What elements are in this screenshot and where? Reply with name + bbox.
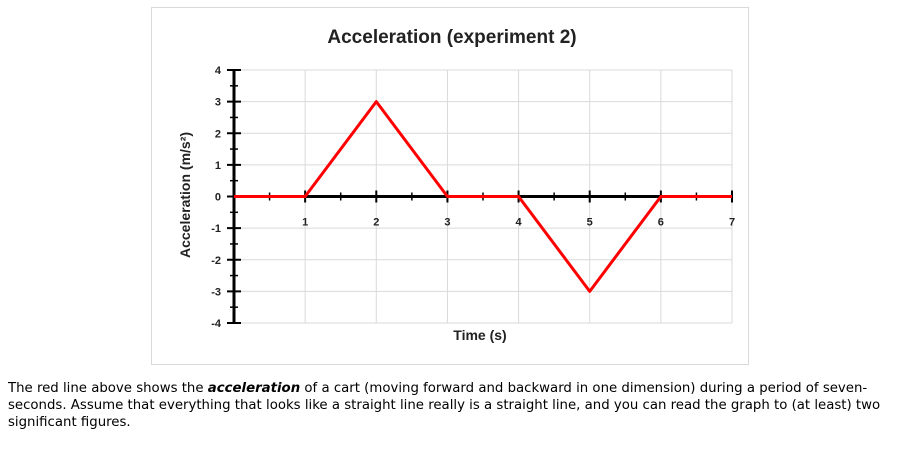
- tick-labels: 4 3 2 1 0 -1 -2 -3 -4 1 2 3 4 5 6 7: [211, 65, 735, 330]
- caption-before: The red line above shows the: [8, 381, 208, 396]
- y-tick-label: 2: [215, 128, 221, 140]
- y-tick-label: 3: [215, 97, 221, 109]
- x-tick-label: 4: [516, 217, 523, 229]
- x-tick-label: 6: [658, 217, 664, 229]
- y-tick-label: 1: [215, 160, 221, 172]
- chart-frame: 4 3 2 1 0 -1 -2 -3 -4 1 2 3 4 5 6 7 Acceleration (exper…: [151, 7, 749, 365]
- x-tick-label: 3: [444, 217, 450, 229]
- x-tick-label: 5: [587, 217, 593, 229]
- series-line: [234, 100, 732, 293]
- caption-after: of a cart (moving forward and backward i…: [8, 381, 881, 430]
- caption-emphasis: acceleration: [207, 381, 301, 396]
- caption: The red line above shows the acceleratio…: [8, 380, 896, 431]
- acceleration-chart: 4 3 2 1 0 -1 -2 -3 -4 1 2 3 4 5 6 7 Acceleration (exper…: [177, 27, 735, 343]
- chart-title: Acceleration (experiment 2): [327, 27, 576, 48]
- x-tick-label: 7: [729, 217, 735, 229]
- y-tick-label: -4: [211, 318, 222, 330]
- y-tick-label: 0: [215, 192, 221, 204]
- y-tick-label: -1: [211, 223, 221, 235]
- x-tick-label: 2: [373, 217, 379, 229]
- y-tick-label: -3: [211, 286, 221, 298]
- x-tick-label: 1: [302, 217, 308, 229]
- y-tick-label: -2: [211, 255, 221, 267]
- series: [234, 100, 732, 293]
- y-axis-label: Acceleration (m/s²): [177, 132, 193, 258]
- y-tick-label: 4: [215, 65, 222, 77]
- x-axis-label: Time (s): [453, 327, 506, 343]
